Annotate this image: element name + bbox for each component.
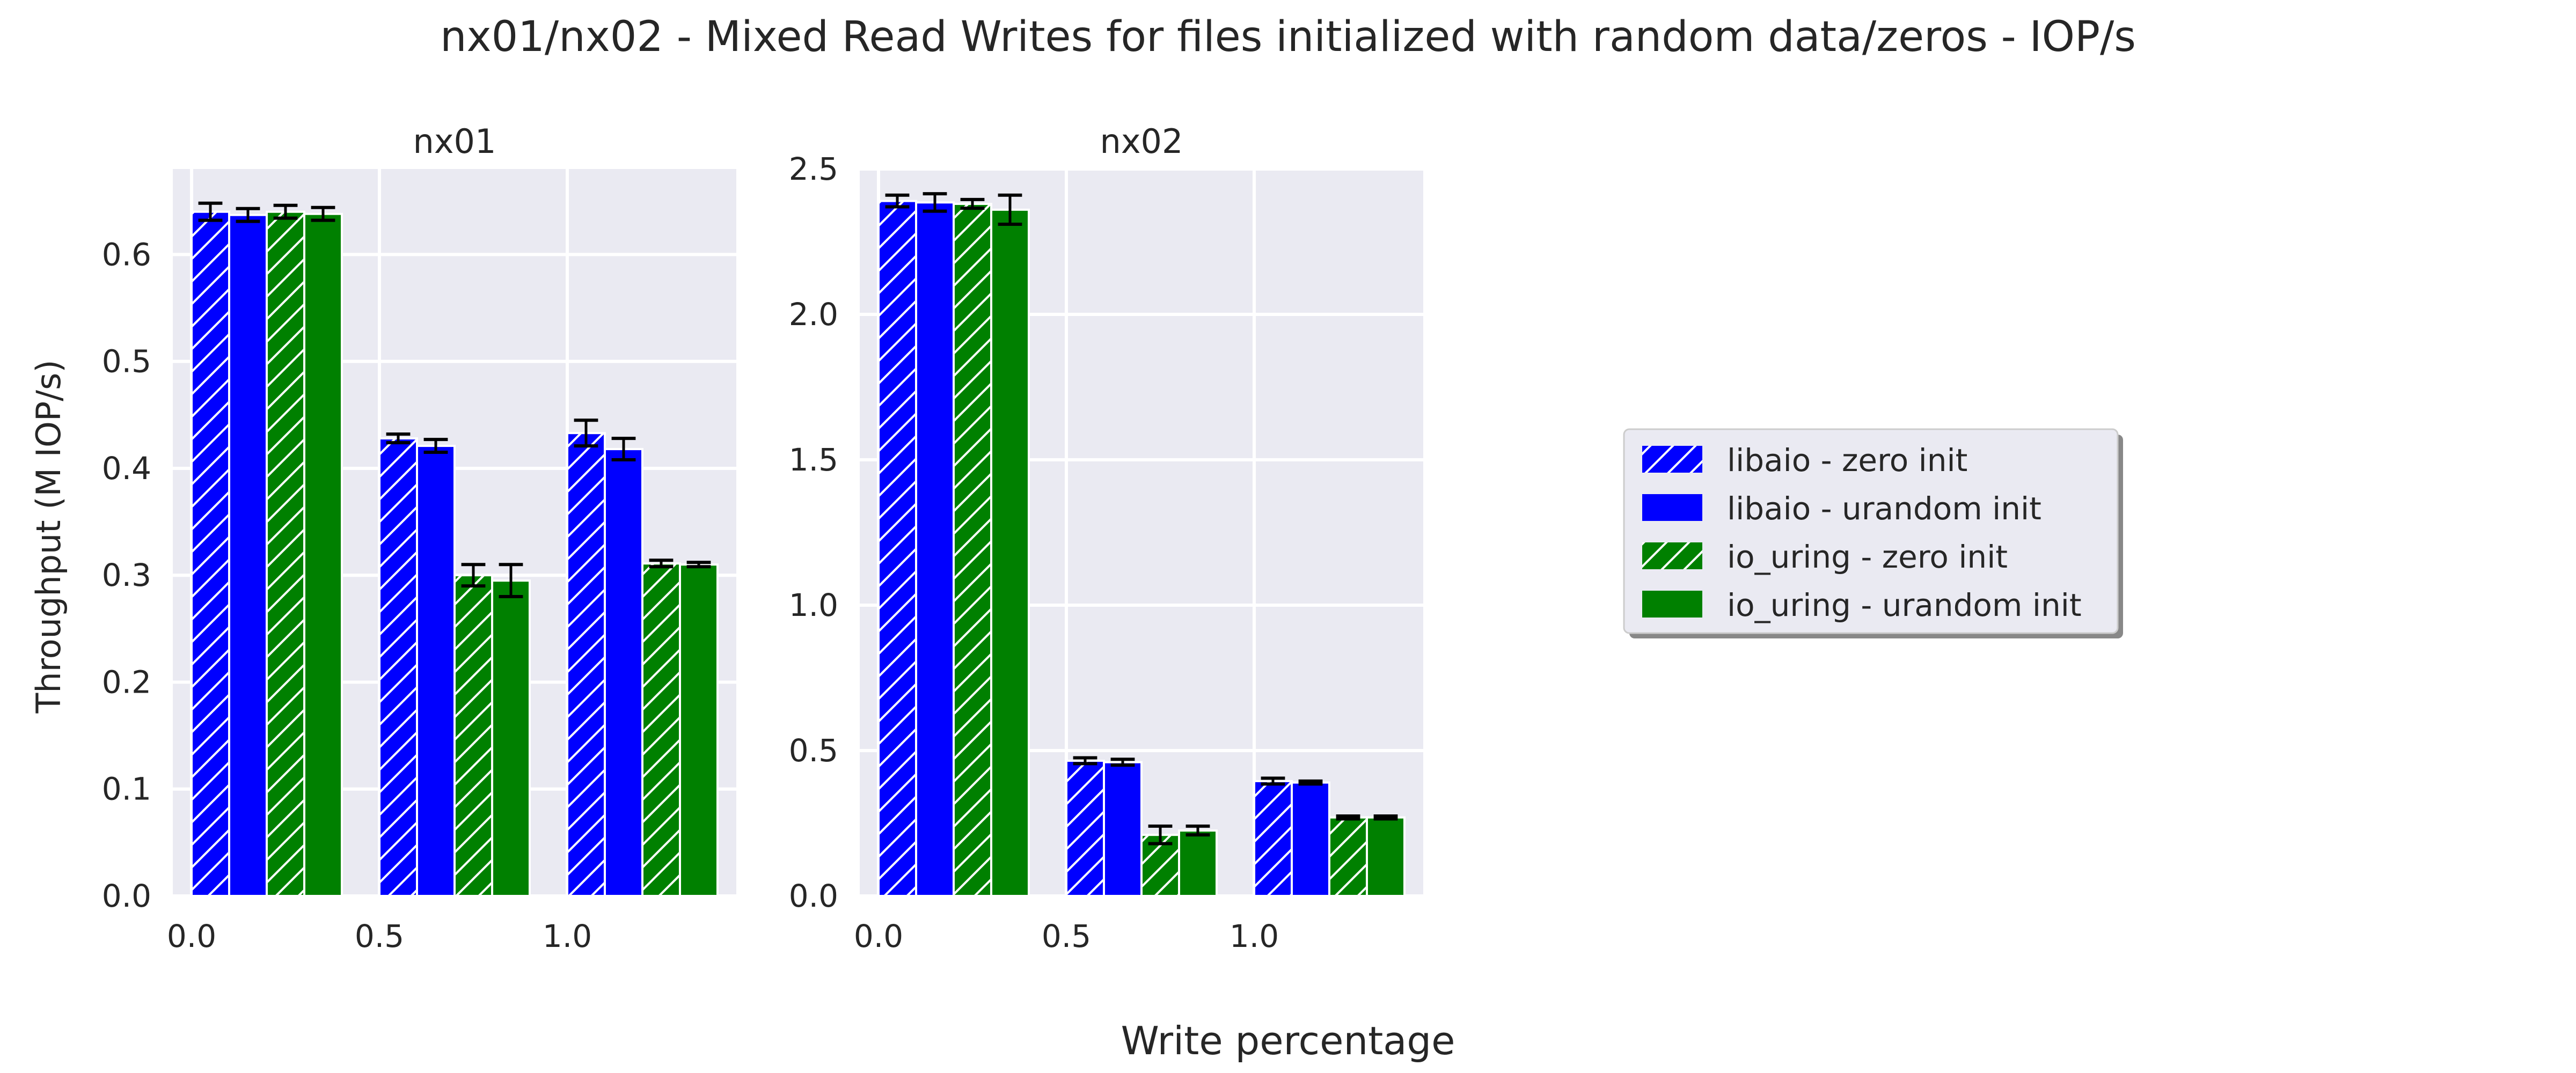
- legend-swatch: [1642, 494, 1702, 521]
- panel-title: nx02: [1100, 122, 1183, 161]
- y-tick-label: 0.2: [102, 664, 151, 700]
- legend-label: io_uring - urandom init: [1727, 587, 2082, 623]
- y-tick-label: 0.1: [102, 771, 151, 807]
- bar-hatch: [642, 563, 680, 896]
- y-tick-label: 0.5: [102, 343, 151, 380]
- y-tick-label: 1.5: [789, 442, 838, 478]
- y-tick-label: 0.3: [102, 557, 151, 593]
- bar: [1103, 761, 1143, 898]
- figure-ylabel: Throughput (M IOP/s): [29, 359, 68, 714]
- bar-hatch: [1066, 760, 1104, 896]
- figure-title: nx01/nx02 - Mixed Read Writes for files …: [440, 13, 2136, 61]
- legend-label: libaio - urandom init: [1727, 490, 2041, 527]
- legend-swatch-hatch: [1642, 446, 1702, 473]
- x-tick-label: 0.5: [355, 918, 404, 954]
- y-tick-label: 0.0: [102, 878, 151, 914]
- x-tick-label: 0.0: [167, 918, 216, 954]
- bar: [1178, 829, 1218, 898]
- bar: [604, 448, 643, 897]
- bar: [679, 563, 719, 897]
- bar: [228, 214, 268, 897]
- bar: [416, 445, 456, 897]
- x-tick-label: 1.0: [543, 918, 592, 954]
- y-tick-label: 2.0: [789, 296, 838, 333]
- bar: [1366, 816, 1406, 898]
- y-tick-label: 0.6: [102, 236, 151, 273]
- legend-label: io_uring - zero init: [1727, 539, 2008, 575]
- y-tick-label: 2.5: [789, 151, 838, 187]
- bar: [1291, 781, 1330, 897]
- y-tick-label: 0.4: [102, 450, 151, 487]
- bar-hatch: [1254, 781, 1292, 896]
- bar: [990, 208, 1030, 897]
- bar: [915, 201, 955, 898]
- bar-hatch: [192, 211, 229, 896]
- panels: nx01 0.0 0.1 0.2 0.3 0.4 0.5 0.6 0.0 0.5 1.0 nx02 0.…: [102, 122, 1423, 954]
- y-tick-label: 0.0: [789, 878, 838, 914]
- figure-xlabel: Write percentage: [1121, 1018, 1455, 1063]
- bar-hatch: [379, 438, 417, 896]
- panel-nx02: nx02 0.0 0.5 1.0 1.5 2.0 2.5 0.0 0.5 1.0: [789, 122, 1423, 954]
- panel-title: nx01: [413, 122, 496, 161]
- legend-swatch: [1642, 591, 1702, 618]
- bar-hatch: [1329, 817, 1367, 896]
- y-tick-label: 1.0: [789, 587, 838, 623]
- bar-hatch: [879, 201, 916, 896]
- bar-hatch: [567, 433, 605, 896]
- x-tick-label: 0.5: [1042, 918, 1091, 954]
- bar-hatch: [455, 575, 492, 896]
- x-tick-label: 0.0: [854, 918, 903, 954]
- legend-swatch-hatch: [1642, 542, 1702, 569]
- x-tick-label: 1.0: [1230, 918, 1279, 954]
- y-tick-label: 0.5: [789, 732, 838, 769]
- legend-frame: [1623, 428, 2119, 634]
- legend-label: libaio - zero init: [1727, 442, 1967, 479]
- panel-nx01: nx01 0.0 0.1 0.2 0.3 0.4 0.5 0.6 0.0 0.5 1.0: [102, 122, 736, 954]
- bar: [303, 212, 343, 897]
- legend: libaio - zero init libaio - urandom init i…: [1623, 428, 2123, 638]
- bar: [491, 579, 531, 897]
- bar-hatch: [954, 204, 991, 896]
- bar-hatch: [267, 211, 304, 896]
